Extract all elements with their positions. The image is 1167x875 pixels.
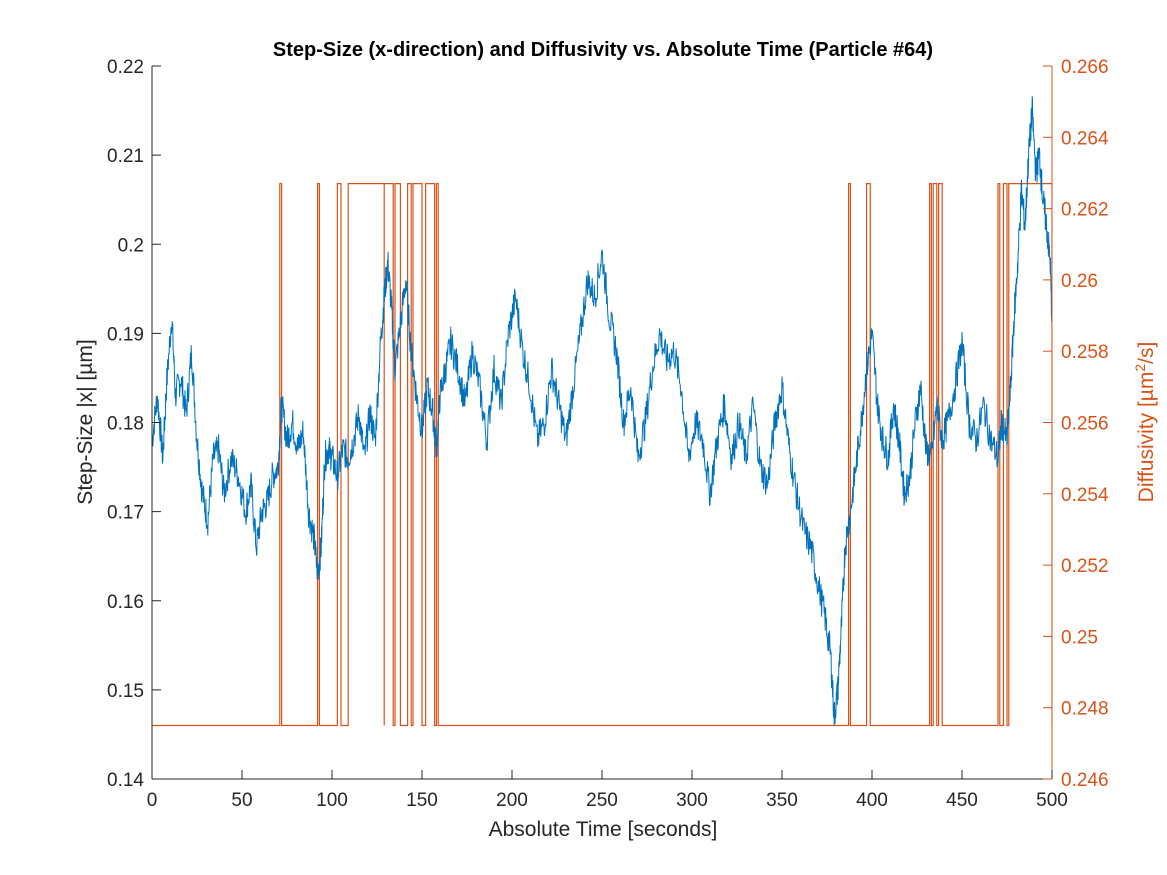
right-y-tick-label: 0.264 [1061,128,1109,149]
chart-title: Step-Size (x-direction) and Diffusivity … [273,39,933,61]
left-y-tick-label: 0.22 [107,57,144,78]
right-y-tick-label: 0.248 [1061,699,1109,720]
x-tick-label: 50 [231,790,252,811]
left-y-axis-ticks: 0.14 0.15 0.16 0.17 0.18 0.19 0.2 0.21 0.22 [107,57,161,791]
right-y-tick-label: 0.254 [1061,485,1109,506]
x-tick-label: 100 [316,790,348,811]
left-y-tick-label: 0.16 [107,592,144,613]
x-tick-label: 150 [406,790,438,811]
x-axis-ticks: 0 50 100 150 200 250 300 350 400 450 500 [147,770,1068,811]
left-y-tick-label: 0.21 [107,146,144,167]
right-y-axis-label-superscript: 2 [1132,364,1148,372]
right-y-axis-label: Diffusivity [µm2/s] [1132,342,1158,503]
right-y-tick-label: 0.246 [1061,770,1109,791]
left-y-tick-label: 0.19 [107,324,144,345]
right-y-tick-label: 0.26 [1061,271,1098,292]
x-tick-label: 250 [586,790,618,811]
x-tick-label: 450 [946,790,978,811]
right-y-axis-label-prefix: Diffusivity [µm [1135,372,1158,503]
right-y-tick-label: 0.258 [1061,342,1109,363]
diffusivity-series-line [152,183,1052,727]
x-tick-label: 350 [766,790,798,811]
left-y-tick-label: 0.18 [107,414,144,435]
plot-series-group [152,96,1052,727]
x-tick-label: 300 [676,790,708,811]
x-axis-label: Absolute Time [seconds] [489,818,718,841]
x-tick-label: 0 [147,790,158,811]
right-y-tick-label: 0.266 [1061,57,1109,78]
x-tick-label: 200 [496,790,528,811]
x-tick-label: 500 [1036,790,1068,811]
left-y-tick-label: 0.14 [107,770,144,791]
left-y-tick-label: 0.17 [107,503,144,524]
left-y-axis-label: Step-Size |x| [µm] [74,339,97,504]
right-y-tick-label: 0.25 [1061,627,1098,648]
step-size-series-line [152,96,1052,726]
left-y-tick-label: 0.15 [107,681,144,702]
left-y-tick-label: 0.2 [118,235,144,256]
right-y-axis-ticks: 0.246 0.248 0.25 0.252 0.254 0.256 0.258 0.26 0.… [1043,57,1109,791]
right-y-tick-label: 0.262 [1061,200,1109,221]
right-y-axis-label-suffix: /s] [1135,342,1158,364]
x-tick-label: 400 [856,790,888,811]
right-y-tick-label: 0.252 [1061,556,1109,577]
right-y-tick-label: 0.256 [1061,414,1109,435]
